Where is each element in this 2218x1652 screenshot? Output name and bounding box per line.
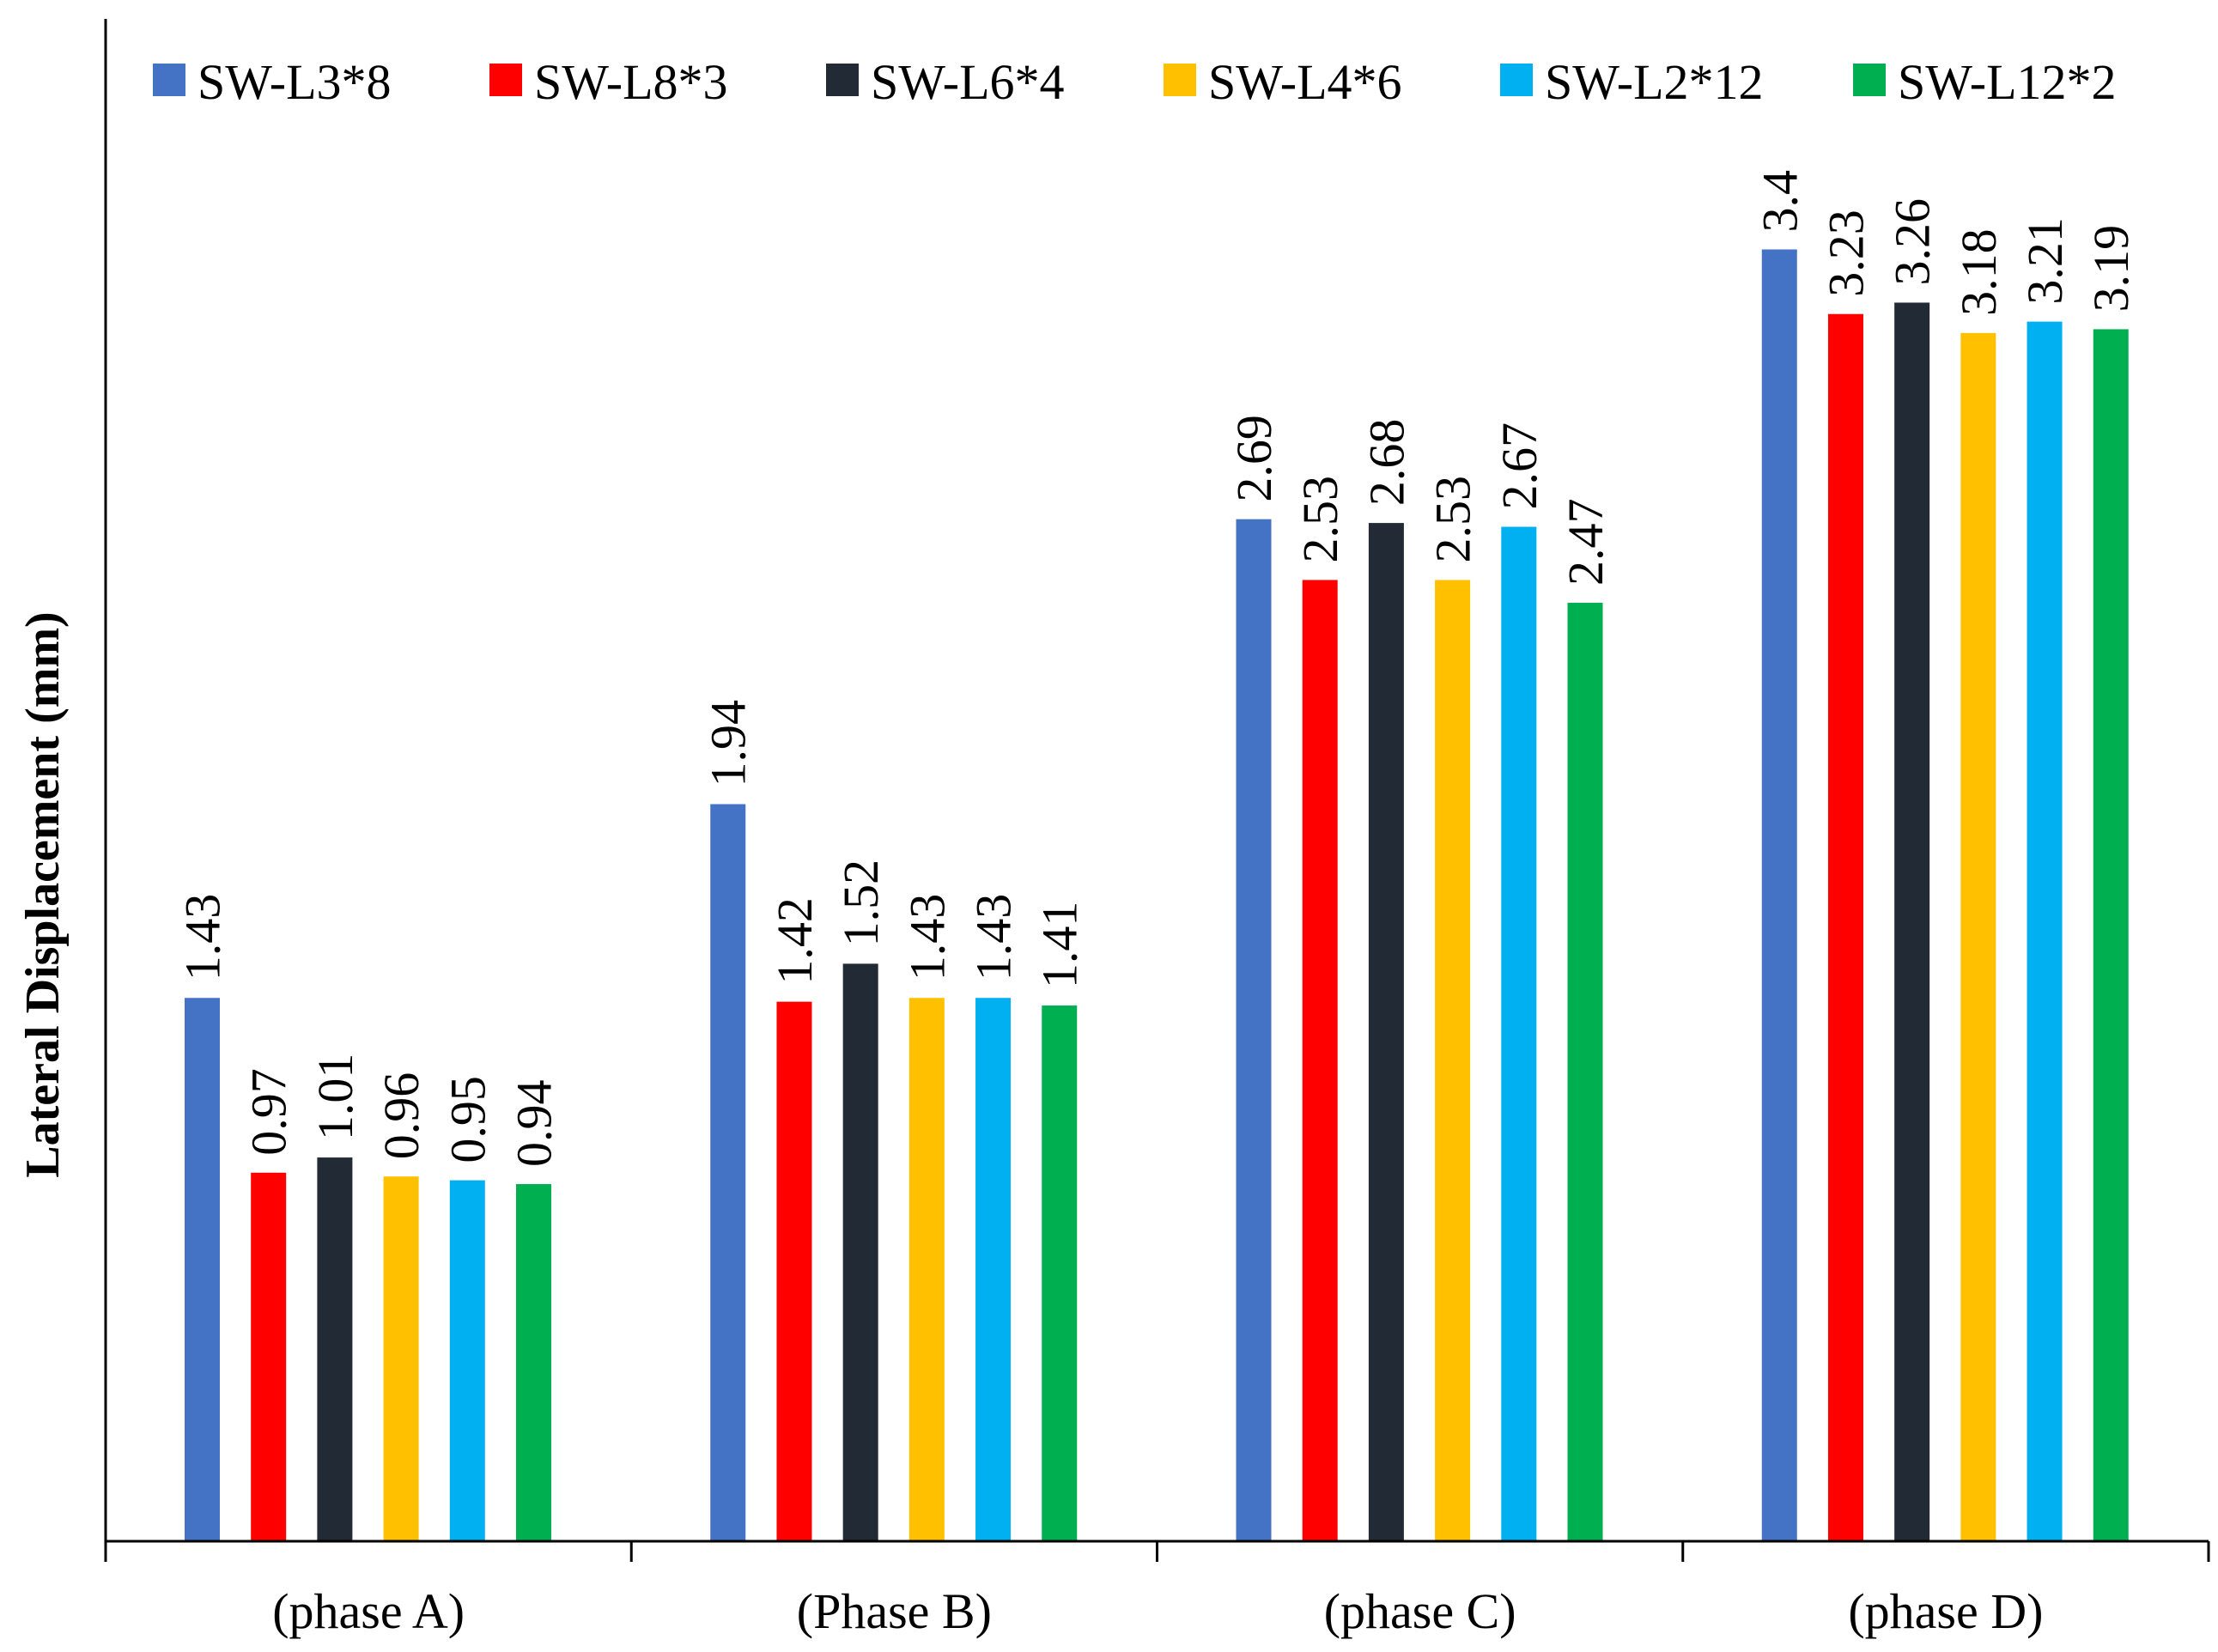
x-tick-label-1: (Phase B) bbox=[797, 1583, 992, 1639]
bar-0-5 bbox=[516, 1184, 551, 1541]
bar-0-0 bbox=[185, 998, 220, 1541]
bar-3-3 bbox=[1960, 332, 1996, 1542]
legend-swatch-4 bbox=[1500, 64, 1533, 96]
legend-label-2: SW-L6*4 bbox=[871, 54, 1065, 110]
data-label-2-0: 2.69 bbox=[1226, 415, 1282, 502]
bar-0-1 bbox=[251, 1172, 287, 1541]
data-label-0-3: 0.96 bbox=[374, 1072, 429, 1160]
x-labels: (phase A) (Phase B) (phase C) (phase D) bbox=[272, 1583, 2043, 1639]
data-label-2-4: 2.67 bbox=[1492, 422, 1547, 510]
data-label-0-4: 0.95 bbox=[440, 1076, 495, 1163]
bar-3-1 bbox=[1827, 313, 1863, 1542]
data-label-1-0: 1.94 bbox=[701, 700, 757, 787]
x-tick-label-2: (phase C) bbox=[1324, 1583, 1516, 1639]
data-label-0-5: 0.94 bbox=[507, 1080, 562, 1168]
bar-1-3 bbox=[908, 998, 945, 1541]
legend: SW-L3*8 SW-L8*3 SW-L6*4 SW-L4*6 SW-L2*12 SW-L… bbox=[153, 54, 2117, 110]
bar-2-0 bbox=[1236, 519, 1272, 1541]
data-label-3-1: 3.23 bbox=[1818, 210, 1874, 297]
data-label-2-2: 2.68 bbox=[1358, 419, 1414, 507]
bar-2-3 bbox=[1435, 580, 1471, 1541]
bar-1-0 bbox=[710, 804, 746, 1541]
data-label-2-1: 2.53 bbox=[1292, 476, 1348, 563]
data-label-1-2: 1.52 bbox=[833, 859, 889, 947]
bar-2-5 bbox=[1567, 603, 1603, 1541]
data-label-3-2: 3.26 bbox=[1885, 198, 1941, 286]
bar-1-5 bbox=[1042, 1005, 1078, 1541]
data-label-3-3: 3.18 bbox=[1951, 228, 2007, 316]
data-label-2-5: 2.47 bbox=[1558, 499, 1613, 586]
bar-3-5 bbox=[2093, 329, 2129, 1541]
bars bbox=[185, 249, 2129, 1542]
data-label-0-0: 1.43 bbox=[175, 894, 231, 981]
value-labels: 1.430.97 1.01 0.96 0.95 0.941.941.42 1.52 1.43… bbox=[175, 170, 2140, 1167]
data-label-0-1: 0.97 bbox=[241, 1068, 297, 1156]
data-label-3-5: 3.19 bbox=[2083, 225, 2139, 313]
legend-label-4: SW-L2*12 bbox=[1545, 54, 1764, 110]
bar-0-2 bbox=[317, 1157, 353, 1541]
data-label-1-3: 1.43 bbox=[899, 894, 955, 981]
bar-3-4 bbox=[2027, 321, 2063, 1542]
x-tick-label-3: (phase D) bbox=[1848, 1583, 2043, 1639]
bar-0-4 bbox=[449, 1180, 485, 1541]
legend-swatch-2 bbox=[826, 64, 859, 96]
x-tick-label-0: (phase A) bbox=[272, 1583, 465, 1639]
data-label-1-4: 1.43 bbox=[966, 894, 1022, 981]
data-label-3-4: 3.21 bbox=[2017, 217, 2073, 305]
data-label-1-1: 1.42 bbox=[767, 897, 823, 984]
y-axis-title: Lateral Displacement (mm) bbox=[16, 611, 70, 1177]
bar-2-2 bbox=[1368, 523, 1404, 1541]
legend-label-3: SW-L4*6 bbox=[1208, 54, 1402, 110]
data-label-2-3: 2.53 bbox=[1425, 476, 1481, 563]
data-label-1-5: 1.41 bbox=[1032, 902, 1088, 989]
bar-2-4 bbox=[1501, 526, 1537, 1541]
bar-2-1 bbox=[1302, 580, 1338, 1541]
legend-label-1: SW-L8*3 bbox=[534, 54, 728, 110]
legend-label-5: SW-L12*2 bbox=[1898, 54, 2117, 110]
data-label-0-2: 1.01 bbox=[307, 1054, 363, 1141]
legend-swatch-3 bbox=[1164, 64, 1196, 96]
legend-swatch-5 bbox=[1853, 64, 1886, 96]
legend-swatch-0 bbox=[153, 64, 185, 96]
data-label-3-0: 3.4 bbox=[1752, 170, 1808, 233]
bar-1-4 bbox=[975, 998, 1012, 1541]
bar-3-2 bbox=[1894, 302, 1930, 1542]
bar-0-3 bbox=[383, 1176, 419, 1541]
x-ticks bbox=[104, 1541, 2210, 1562]
bar-3-0 bbox=[1761, 249, 1797, 1541]
bar-1-1 bbox=[776, 1001, 812, 1541]
bar-1-2 bbox=[842, 963, 878, 1541]
legend-label-0: SW-L3*8 bbox=[197, 54, 392, 110]
legend-swatch-1 bbox=[489, 64, 522, 96]
